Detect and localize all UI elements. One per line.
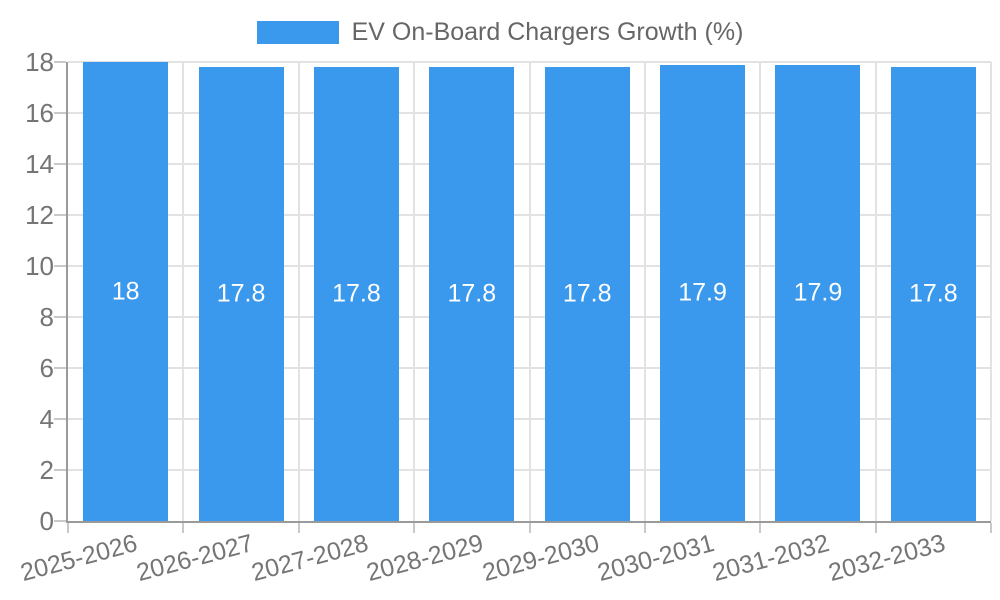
x-tick-mark xyxy=(297,523,300,533)
y-axis-tick-label: 18 xyxy=(25,47,54,77)
y-tick-mark xyxy=(54,61,66,63)
gridline-vertical xyxy=(643,62,646,521)
gridline-vertical xyxy=(874,62,877,521)
bar[interactable]: 18 xyxy=(83,62,169,521)
bar[interactable]: 17.9 xyxy=(660,64,746,521)
y-axis-line xyxy=(66,62,68,523)
y-axis-tick-label: 12 xyxy=(25,200,54,230)
bar-value-label: 17.9 xyxy=(793,278,843,307)
bar[interactable]: 17.8 xyxy=(429,67,515,521)
y-axis-tick-label: 8 xyxy=(39,302,54,332)
x-tick-mark xyxy=(643,523,646,533)
y-tick-mark xyxy=(54,214,66,216)
y-axis-tick-label: 10 xyxy=(25,251,54,281)
plot-area: 18 17.8 17.8 17.8 17.8 17.9 17.9 17.8 xyxy=(68,61,992,521)
y-tick-mark xyxy=(54,418,66,420)
y-tick-mark xyxy=(54,112,66,114)
bar-value-label: 17.8 xyxy=(447,279,497,308)
bar-value-label: 17.8 xyxy=(562,279,612,308)
x-tick-mark xyxy=(182,523,185,533)
legend: EV On-Board Chargers Growth (%) xyxy=(0,18,1000,47)
legend-swatch xyxy=(256,21,339,44)
gridline-vertical xyxy=(990,62,992,521)
y-tick-mark xyxy=(54,163,66,165)
bar-value-label: 17.8 xyxy=(332,279,381,308)
y-axis-tick-label: 0 xyxy=(39,506,54,536)
legend-item[interactable]: EV On-Board Chargers Growth (%) xyxy=(256,18,744,47)
y-tick-mark xyxy=(54,316,66,318)
gridline-vertical xyxy=(759,62,762,521)
y-axis-tick-label: 4 xyxy=(39,404,54,434)
y-tick-mark xyxy=(54,469,66,471)
y-axis-tick-label: 2 xyxy=(39,455,54,485)
x-axis-tick-label: 2032-2033 xyxy=(825,529,949,588)
x-axis-tick-label: 2025-2026 xyxy=(17,529,141,588)
gridline-vertical xyxy=(182,62,185,521)
x-axis-tick-label: 2026-2027 xyxy=(133,529,256,588)
x-tick-mark xyxy=(759,523,762,533)
y-tick-mark xyxy=(54,367,66,369)
legend-label: EV On-Board Chargers Growth (%) xyxy=(351,18,744,46)
x-axis-tick-label: 2031-2032 xyxy=(709,529,833,588)
x-axis-tick-label: 2028-2029 xyxy=(363,529,487,588)
bar[interactable]: 17.8 xyxy=(198,67,284,521)
bar[interactable]: 17.9 xyxy=(775,64,861,521)
x-tick-mark xyxy=(528,523,531,533)
x-tick-mark xyxy=(67,523,69,533)
bar[interactable]: 17.8 xyxy=(544,67,630,521)
gridline-vertical xyxy=(413,62,416,521)
x-tick-mark xyxy=(990,523,992,533)
bar-value-label: 17.9 xyxy=(678,278,727,307)
y-axis-tick-label: 6 xyxy=(39,353,54,383)
y-tick-mark xyxy=(54,265,66,267)
x-tick-mark xyxy=(874,523,877,533)
bar-value-label: 17.8 xyxy=(216,279,266,308)
y-axis-tick-label: 14 xyxy=(25,149,54,179)
bar-value-label: 17.8 xyxy=(908,279,958,308)
x-axis-tick-label: 2027-2028 xyxy=(248,529,372,588)
y-tick-mark xyxy=(54,520,66,522)
x-axis-tick-label: 2029-2030 xyxy=(479,529,602,588)
bar[interactable]: 17.8 xyxy=(313,67,399,521)
x-tick-mark xyxy=(413,523,416,533)
bar-value-label: 18 xyxy=(111,277,140,305)
x-axis-line xyxy=(66,521,991,523)
gridline-vertical xyxy=(297,62,300,521)
gridline-vertical xyxy=(528,62,531,521)
y-axis-tick-label: 16 xyxy=(25,98,54,128)
x-axis-tick-label: 2030-2031 xyxy=(594,529,718,588)
bar[interactable]: 17.8 xyxy=(890,67,976,521)
